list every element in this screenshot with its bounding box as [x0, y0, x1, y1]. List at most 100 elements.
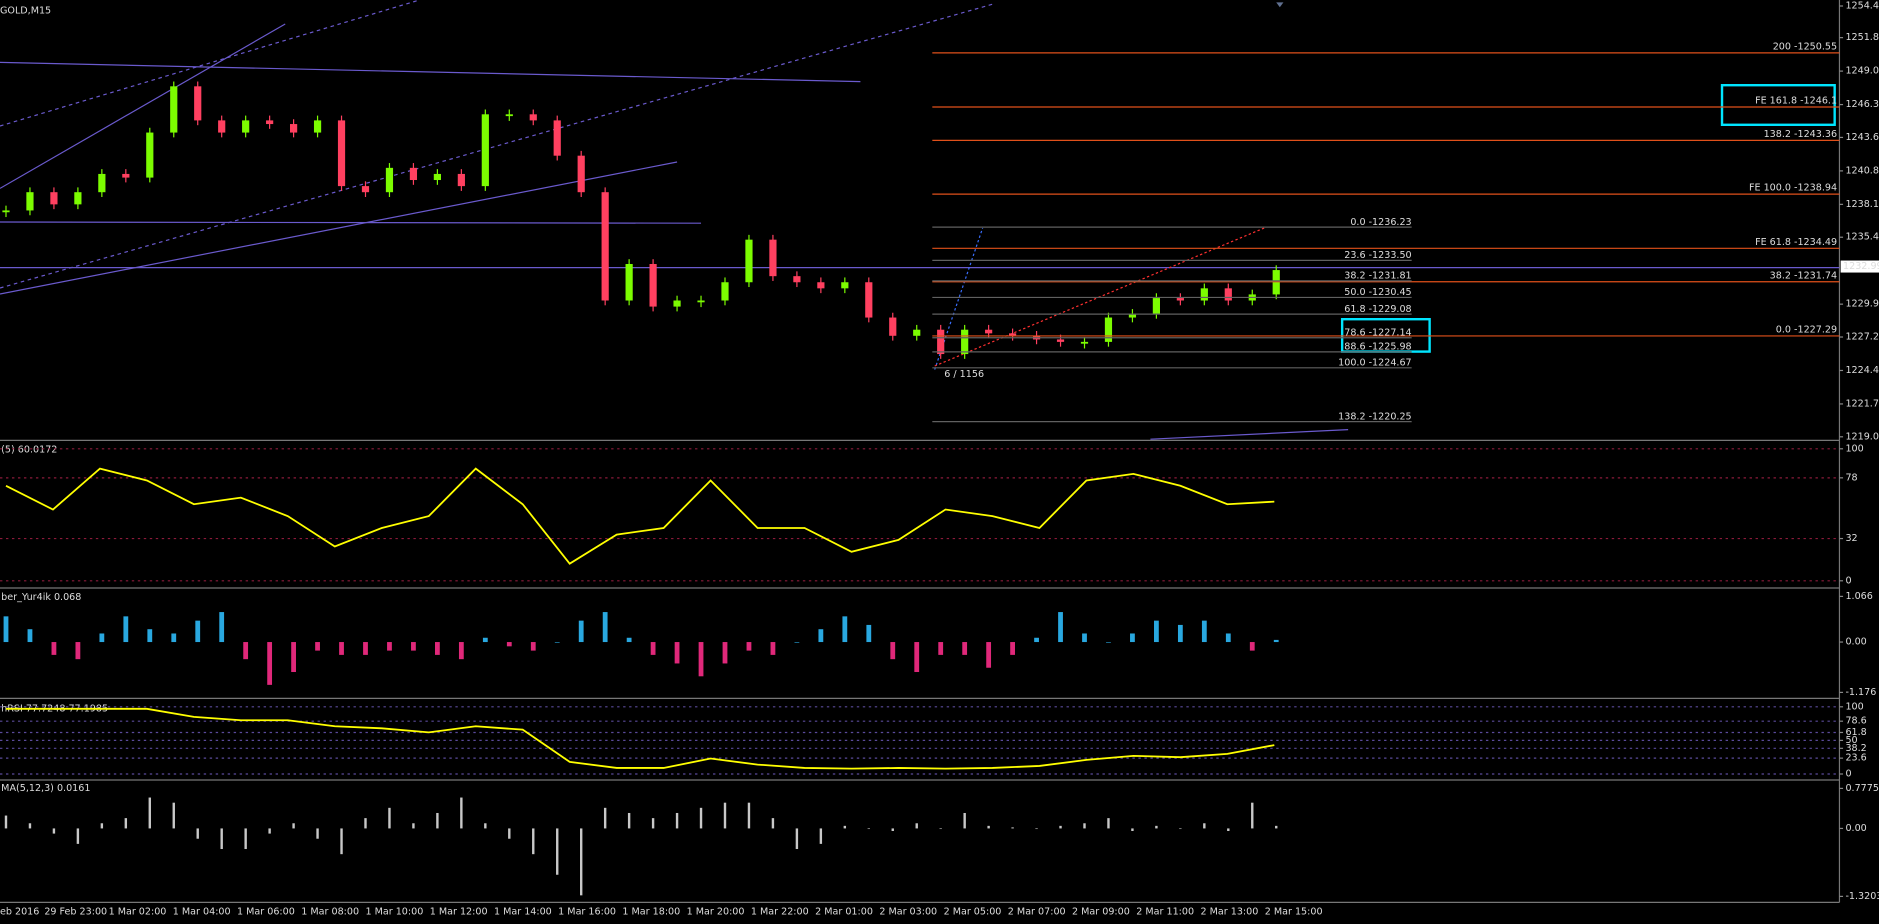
candle — [146, 132, 154, 178]
histogram-bar — [1177, 624, 1183, 643]
histogram-bar — [914, 642, 920, 673]
candle — [1200, 288, 1208, 301]
macd-bar — [987, 825, 990, 829]
histogram-bar — [722, 642, 728, 664]
candle — [361, 186, 370, 193]
histogram-bar — [195, 620, 201, 643]
histogram-bar — [770, 642, 776, 655]
y-tick-label: -1.3203 — [1845, 891, 1879, 902]
indicator-label: MA(5,12,3) 0.0161 — [1, 783, 90, 794]
histogram-bar — [1225, 633, 1231, 643]
trendline — [0, 161, 678, 295]
candle — [1128, 313, 1137, 318]
histogram-bar — [458, 642, 464, 660]
histogram-bar — [387, 642, 392, 651]
y-tick-label: 1221.70 — [1845, 398, 1879, 409]
time-label: 2 Mar 15:00 — [1265, 906, 1323, 917]
candle — [697, 300, 705, 303]
histogram-bar — [99, 633, 105, 643]
macd-bar — [1227, 828, 1230, 832]
candle — [505, 114, 513, 117]
time-label: 1 Mar 22:00 — [751, 906, 809, 917]
histogram-bar — [1249, 642, 1255, 651]
histogram-bar — [3, 616, 9, 643]
y-tick-label: 1240.85 — [1845, 165, 1879, 176]
annotation: 6 / 1156 — [944, 369, 984, 380]
time-label: 29 Feb 23:00 — [44, 906, 107, 917]
highlight-box — [1720, 84, 1836, 126]
y-tick-label: 50 — [1845, 735, 1857, 746]
macd-bar — [1155, 825, 1158, 829]
y-tick-label: 0.7775 — [1845, 783, 1878, 794]
time-label: 1 Mar 16:00 — [558, 906, 616, 917]
macd-bar — [723, 802, 727, 829]
fib-label: FE 61.8 -1234.49 — [1755, 237, 1837, 248]
histogram-bar — [1154, 620, 1159, 643]
time-label: 2 Mar 01:00 — [815, 906, 873, 917]
histogram-bar — [1273, 639, 1279, 643]
candle — [625, 263, 633, 301]
time-label: 1 Mar 12:00 — [430, 906, 488, 917]
macd-bar — [1107, 818, 1110, 829]
macd-bar — [1251, 802, 1254, 829]
macd-bar — [412, 823, 415, 829]
histogram-bar — [794, 642, 800, 643]
candle — [1104, 317, 1113, 342]
histogram-bar — [411, 642, 416, 651]
symbol-title: GOLD,M15 — [0, 5, 51, 16]
y-tick-label: 1227.20 — [1845, 332, 1879, 343]
histogram-bar — [1010, 642, 1015, 655]
macd-bar — [1131, 828, 1134, 832]
candle — [433, 173, 441, 181]
y-tick-label: 0.00 — [1845, 823, 1866, 834]
macd-bar — [388, 807, 391, 829]
macd-bar — [532, 828, 535, 855]
time-label: 1 Mar 04:00 — [173, 906, 231, 917]
macd-bar — [1035, 828, 1038, 830]
trendline — [0, 61, 861, 83]
macd-bar — [484, 823, 487, 829]
candle — [74, 192, 82, 205]
marker — [1276, 2, 1284, 8]
macd-bar — [28, 823, 32, 829]
macd-bar — [364, 818, 367, 829]
candle — [170, 86, 178, 133]
candle — [577, 155, 585, 193]
macd-bar — [819, 828, 823, 844]
candle — [122, 173, 130, 178]
rsi-line — [5, 707, 1275, 770]
macd-bar — [196, 828, 199, 839]
y-tick-label: -1.176 — [1845, 687, 1876, 698]
macd-bar — [4, 815, 8, 829]
histogram-bar — [698, 642, 704, 677]
y-tick-label: 1251.80 — [1845, 32, 1879, 43]
candle — [889, 317, 897, 336]
candle — [50, 192, 58, 205]
histogram-bar — [506, 642, 512, 647]
time-label: 2 Mar 11:00 — [1136, 906, 1194, 917]
time-label: 1 Mar 08:00 — [301, 906, 359, 917]
macd-bar — [675, 812, 679, 829]
y-tick-label: 1224.45 — [1845, 365, 1879, 376]
y-tick-label: 100 — [1845, 443, 1863, 454]
histogram-bar — [1034, 637, 1039, 643]
candle — [1152, 298, 1160, 314]
y-tick-label: 1254.40 — [1845, 0, 1879, 11]
fib-label: 38.2 -1231.74 — [1770, 270, 1837, 281]
fib-label: 138.2 -1243.36 — [1764, 129, 1837, 140]
fib-label: FE 161.8 -1246.1 — [1755, 96, 1837, 107]
macd-bar — [172, 802, 175, 829]
macd-bar — [436, 812, 439, 829]
fib-label: 138.2 -1220.25 — [1338, 411, 1411, 422]
time-label: 2 Mar 09:00 — [1072, 906, 1130, 917]
histogram-bar — [674, 642, 680, 664]
histogram-bar — [962, 642, 968, 655]
y-tick-label: 61.8 — [1845, 727, 1866, 738]
time-label: eb 2016 — [0, 906, 39, 917]
macd-bar — [1179, 828, 1182, 830]
candle — [721, 282, 729, 301]
histogram-bar — [1130, 633, 1135, 643]
histogram-bar — [27, 629, 33, 643]
histogram-bar — [75, 642, 81, 660]
